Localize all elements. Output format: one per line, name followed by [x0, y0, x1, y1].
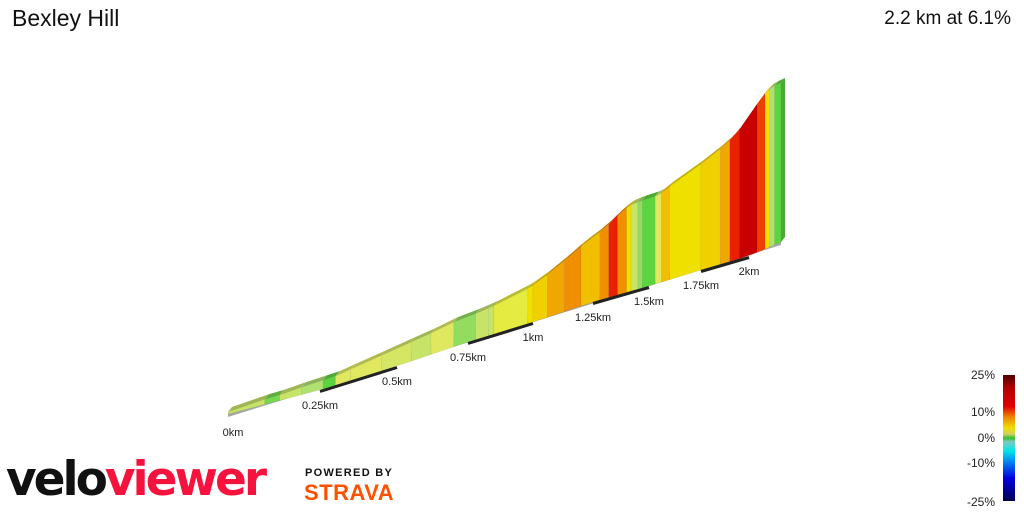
gradient-segment-top: [381, 337, 416, 356]
distance-tick-label: 1.5km: [634, 296, 664, 308]
gradient-segment-front: [729, 129, 740, 262]
gradient-segment-top: [769, 81, 779, 89]
gradient-segment-top: [547, 256, 569, 275]
distance-tick-label: 0.25km: [302, 400, 338, 412]
powered-by-label: POWERED BY: [305, 467, 394, 479]
gradient-segment-top: [431, 317, 458, 334]
distance-tick-label: 1.25km: [575, 312, 611, 324]
gradient-segment-front: [739, 103, 758, 260]
distance-tick-label: 1.75km: [683, 280, 719, 292]
gradient-segment-top: [350, 350, 386, 370]
gradient-segment-front: [700, 148, 721, 271]
gradient-segment-front: [637, 200, 643, 290]
legend-label-0: 0%: [977, 431, 995, 445]
gradient-segment-top: [765, 83, 774, 94]
gradient-segment-top: [564, 241, 585, 262]
gradient-segment-front: [655, 192, 662, 285]
gradient-segment-top: [228, 394, 269, 412]
gradient-segment-top: [617, 202, 631, 216]
gradient-segment-top: [637, 195, 647, 203]
gradient-segment-top: [631, 197, 642, 206]
gradient-segment-front: [661, 185, 670, 283]
gradient-segment-front: [626, 204, 632, 293]
gradient-segment-top: [323, 371, 340, 381]
gradient-segment-front: [756, 92, 766, 253]
gradient-segment-top: [279, 382, 306, 395]
gradient-segment-top: [720, 135, 734, 149]
gradient-segment-top: [669, 159, 705, 187]
gradient-color-scale: [1003, 375, 1015, 501]
distance-band: [700, 256, 750, 273]
gradient-segment-top: [739, 99, 761, 130]
gradient-segment-top: [661, 181, 674, 194]
gradient-segment-top: [411, 328, 436, 343]
gradient-segment-top: [533, 269, 552, 286]
gradient-segment-top: [527, 280, 537, 289]
gradient-segment-top: [488, 300, 498, 309]
gradient-segment-top: [701, 143, 725, 165]
distance-tick-labels: 0km 0.25km 0.5km 0.75km 1km 1.25km 1.5km 1.75km…: [223, 256, 760, 439]
gradient-segment-top: [599, 219, 613, 233]
gradient-segment-top: [626, 200, 636, 208]
legend-label-neg10: -10%: [966, 456, 995, 470]
gradient-segment-top: [335, 364, 355, 377]
distance-tick-label: 0km: [223, 427, 244, 439]
distance-band: [319, 366, 398, 393]
distance-tick-label: 0.75km: [450, 352, 486, 364]
distance-tick-label: 2km: [739, 266, 760, 278]
gradient-segment-front: [564, 246, 582, 312]
profile-end-cap: [781, 78, 785, 242]
segment-summary: 2.2 km at 6.1%: [884, 8, 1011, 29]
veloviewer-logo[interactable]: veloviewer: [6, 452, 267, 507]
gradient-segment-top: [729, 124, 744, 141]
legend-label-10: 10%: [970, 405, 995, 419]
segment-title: Bexley Hill: [12, 5, 120, 31]
gradient-segment-front: [630, 201, 638, 292]
distance-tick-label: 0.5km: [382, 376, 412, 388]
distance-band: [467, 322, 534, 345]
gradient-segments: [227, 78, 785, 415]
gradient-segment-top: [655, 188, 666, 197]
gradient-segment-front: [547, 260, 565, 318]
gradient-segment-top: [301, 375, 328, 388]
gradient-segment-top: [453, 308, 480, 323]
gradient-segment-top: [642, 191, 660, 201]
gradient-segment-front: [642, 196, 656, 289]
gradient-segment-top: [608, 210, 622, 225]
distance-band: [592, 286, 650, 305]
gradient-segment-top: [774, 78, 785, 87]
gradient-segment-front: [764, 88, 770, 250]
gradient-segment-top: [581, 227, 604, 247]
distance-tick-label: 1km: [523, 332, 544, 344]
gradient-segment-front: [617, 207, 627, 296]
gradient-segment-front: [488, 305, 495, 336]
gradient-segment-front: [769, 85, 775, 248]
legend-label-neg25: -25%: [966, 495, 995, 509]
gradient-segment-front: [720, 139, 730, 265]
gradient-segment-front: [774, 82, 782, 246]
gradient-segment-front: [599, 224, 609, 301]
legend-label-25: 25%: [970, 368, 995, 382]
gradient-segment-top: [264, 389, 284, 400]
gradient-segment-top: [475, 303, 493, 314]
strava-logo[interactable]: STRAVA: [304, 480, 395, 505]
gradient-segment-top: [494, 283, 532, 306]
gradient-segment-front: [608, 215, 618, 298]
gradient-segment-front: [527, 284, 534, 324]
